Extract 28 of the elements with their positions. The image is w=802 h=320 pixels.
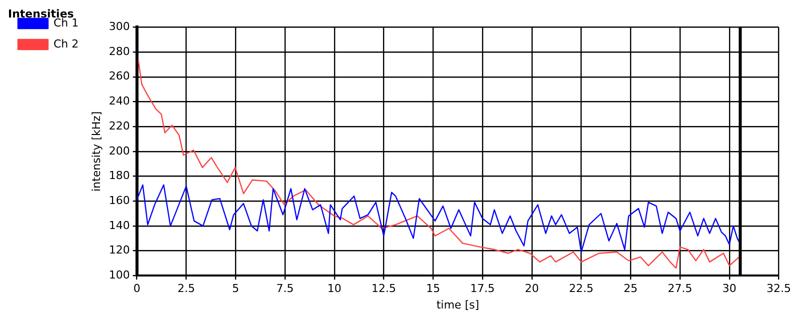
x-tick-label: 2.5 <box>177 282 195 296</box>
x-tick-label: 10 <box>327 282 342 296</box>
y-tick-label: 160 <box>108 194 130 207</box>
x-tick-label: 5 <box>232 282 240 296</box>
y-tick-label: 100 <box>108 268 130 282</box>
y-tick-label: 260 <box>108 70 130 83</box>
x-tick-label: 17.5 <box>470 282 495 296</box>
x-tick-label: 25 <box>624 282 638 296</box>
y-tick-label: 140 <box>108 218 130 232</box>
legend-label: Ch 2 <box>54 37 79 50</box>
x-tick-label: 7.5 <box>276 282 294 296</box>
x-axis-title: time [s] <box>436 298 480 312</box>
y-tick-label: 300 <box>108 20 130 34</box>
x-tick-label: 32.5 <box>766 282 792 296</box>
y-axis-title: intensity [kHz] <box>90 111 104 192</box>
x-tick-label: 20 <box>524 282 539 296</box>
x-tick-label: 0 <box>133 282 140 296</box>
y-tick-label: 200 <box>108 144 130 158</box>
x-tick-label: 30 <box>722 282 736 296</box>
y-tick-label: 120 <box>108 244 130 257</box>
x-tick-label: 22.5 <box>568 282 594 296</box>
y-tick-label: 280 <box>108 44 130 58</box>
y-tick-label: 240 <box>108 94 130 108</box>
y-tick-label: 180 <box>108 169 130 182</box>
x-tick-label: 12.5 <box>371 282 396 296</box>
y-tick-label: 220 <box>108 119 130 132</box>
x-tick-label: 15 <box>426 282 440 296</box>
x-tick-label: 27.5 <box>668 282 692 296</box>
